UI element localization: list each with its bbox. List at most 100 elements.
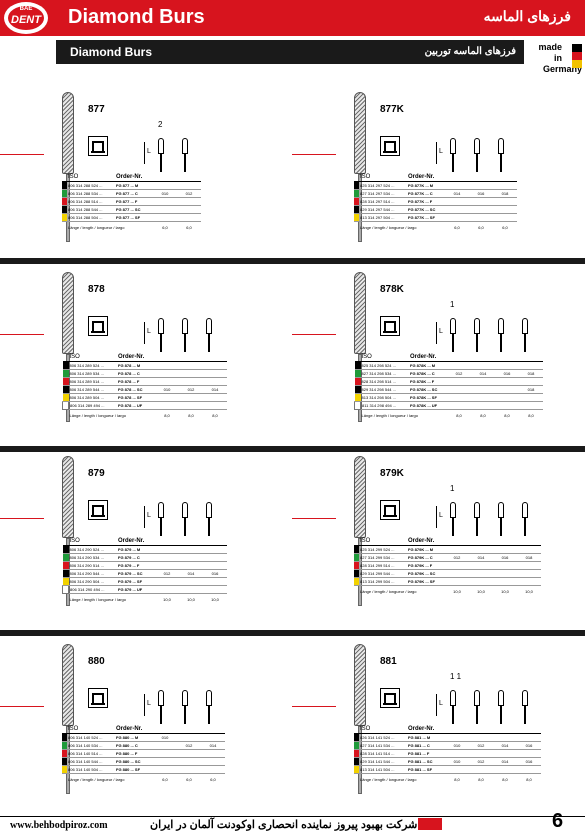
iso-code: 828 314 299 514 ... bbox=[359, 561, 407, 570]
product-panel: 879K 1 L ISO Order-Nr. 825 314 299 524 ... FG … bbox=[292, 456, 584, 646]
size-note: 1 bbox=[450, 484, 455, 493]
order-number: FG 879K ... F bbox=[407, 561, 445, 570]
length-caption: Länge / length / longueur / largo bbox=[69, 412, 127, 418]
iso-code: 806 314 140 534 ... bbox=[67, 741, 115, 750]
length-value: 8,0 bbox=[188, 412, 194, 418]
size-value: 016 bbox=[203, 569, 227, 578]
order-number: FG 881 ... SF bbox=[407, 765, 445, 774]
size-value: 012 bbox=[177, 741, 201, 750]
size-value bbox=[203, 377, 227, 386]
iso-code: 806 314 288 514 ... bbox=[67, 197, 115, 206]
order-number: FG 877 ... SF bbox=[115, 213, 153, 222]
bur-size-icon bbox=[206, 318, 212, 352]
size-value bbox=[203, 369, 227, 378]
order-header: Order-Nr. bbox=[117, 536, 155, 546]
size-value bbox=[447, 361, 471, 370]
iso-code: 806 314 140 514 ... bbox=[67, 749, 115, 758]
size-value bbox=[519, 401, 543, 410]
size-value bbox=[445, 577, 469, 586]
iso-code: 806 314 140 544 ... bbox=[67, 757, 115, 766]
order-number: FG 877K ... F bbox=[407, 197, 445, 206]
grit-swatch bbox=[62, 765, 67, 774]
logo-top-text: BAE bbox=[19, 6, 33, 12]
order-number: FG 877 ... F bbox=[115, 197, 153, 206]
size-value bbox=[445, 545, 469, 554]
size-value bbox=[445, 765, 469, 774]
website-url[interactable]: www.behbodpiroz.com bbox=[10, 820, 108, 831]
product-panel: 877K L ISO Order-Nr. 825 314 297 524 ... FG 8… bbox=[292, 92, 584, 282]
length-bracket: L bbox=[436, 322, 447, 344]
size-value: 010 bbox=[445, 741, 469, 750]
size-value bbox=[153, 765, 177, 774]
turbine-icon bbox=[380, 688, 400, 708]
size-value bbox=[445, 749, 469, 758]
red-guide-line bbox=[292, 154, 336, 155]
order-number: FG 879K ... M bbox=[407, 545, 445, 554]
red-guide-line bbox=[0, 334, 44, 335]
length-value: 8,0 bbox=[454, 776, 460, 782]
order-header: Order-Nr. bbox=[117, 352, 155, 362]
table-row: 806 314 140 534 ... FG 880 ... C 012 014 bbox=[62, 741, 225, 750]
section-separator bbox=[0, 446, 585, 452]
bur-size-icon bbox=[182, 138, 188, 172]
iso-code: 806 314 289 544 ... bbox=[68, 385, 117, 394]
iso-header: ISO bbox=[68, 536, 117, 546]
model-number: 877 bbox=[88, 104, 105, 115]
size-value bbox=[155, 393, 179, 402]
size-value: 012 bbox=[469, 741, 493, 750]
size-value bbox=[469, 561, 493, 570]
order-number: FG 878K ... SF bbox=[409, 393, 447, 402]
size-value: 012 bbox=[469, 757, 493, 766]
bur-size-icon bbox=[182, 318, 188, 352]
size-value bbox=[203, 361, 227, 370]
size-value bbox=[445, 197, 469, 206]
size-value bbox=[469, 545, 493, 554]
iso-code: 806 314 289 514 ... bbox=[68, 377, 117, 386]
size-value: 014 bbox=[445, 189, 469, 198]
product-panel: 877 2 L ISO Order-Nr. 806 314 288 524 ... FG 8… bbox=[0, 92, 292, 282]
size-value: 014 bbox=[201, 741, 225, 750]
iso-code: 828 314 141 514 ... bbox=[359, 749, 407, 758]
table-row: 806 314 289 514 ... FG 878 ... F bbox=[62, 377, 227, 386]
table-row: 828 314 298 514 ... FG 878K ... F bbox=[354, 377, 543, 386]
bur-size-icon bbox=[450, 318, 456, 352]
size-value bbox=[179, 377, 203, 386]
size-value bbox=[177, 197, 201, 206]
table-row: 806 314 289 534 ... FG 878 ... C bbox=[62, 369, 227, 378]
product-panel: 879 L ISO Order-Nr. 806 314 290 524 ... FG 87… bbox=[0, 456, 292, 646]
size-value bbox=[179, 553, 203, 562]
order-header: Order-Nr. bbox=[407, 724, 445, 734]
product-panel: 878 L ISO Order-Nr. 806 314 289 524 ... FG 87… bbox=[0, 272, 292, 462]
order-number: FG 878 ... SC bbox=[117, 385, 155, 394]
bur-size-icon bbox=[522, 502, 528, 536]
size-value bbox=[203, 585, 227, 594]
size-value bbox=[445, 213, 469, 222]
order-table: ISO Order-Nr. 826 314 141 524 ... FG 881 ..… bbox=[354, 724, 541, 784]
grit-swatch bbox=[62, 385, 69, 394]
table-row: 806 314 290 504 ... FG 879 ... SF bbox=[62, 577, 227, 586]
size-value bbox=[179, 393, 203, 402]
size-value bbox=[177, 733, 201, 742]
size-value bbox=[153, 749, 177, 758]
size-value bbox=[471, 361, 495, 370]
iso-code: 813 314 141 504 ... bbox=[359, 765, 407, 774]
grit-swatch bbox=[62, 749, 67, 758]
grit-swatch bbox=[62, 213, 67, 222]
grit-swatch bbox=[354, 545, 359, 554]
size-value bbox=[495, 401, 519, 410]
grit-swatch bbox=[62, 757, 67, 766]
iso-code: 806 314 289 504 ... bbox=[68, 393, 117, 402]
iso-code: 827 314 297 534 ... bbox=[359, 189, 407, 198]
iso-code: 806 314 290 494 ... bbox=[68, 585, 117, 594]
size-value bbox=[203, 393, 227, 402]
grit-swatch bbox=[62, 377, 69, 386]
bur-size-icon bbox=[474, 690, 480, 724]
turbine-icon bbox=[88, 688, 108, 708]
iso-code: 806 314 288 524 ... bbox=[67, 181, 115, 190]
table-row: 825 314 299 524 ... FG 879K ... M bbox=[354, 545, 541, 554]
length-caption: Länge / length / longueur / largo bbox=[69, 596, 127, 602]
page-title-fa: فرزهای الماسه bbox=[483, 8, 571, 24]
size-value bbox=[153, 181, 177, 190]
order-table: ISO Order-Nr. 825 314 298 524 ... FG 878K .… bbox=[354, 352, 543, 420]
turbine-icon bbox=[380, 136, 400, 156]
